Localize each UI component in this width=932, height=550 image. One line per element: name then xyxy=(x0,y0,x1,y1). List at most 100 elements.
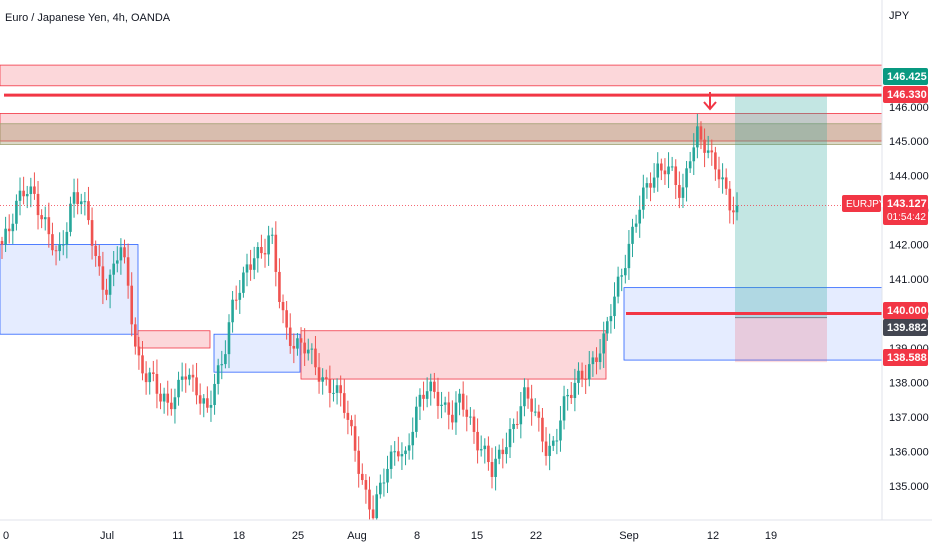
candle-body xyxy=(649,183,652,188)
supply-zone[interactable] xyxy=(137,330,211,349)
candle-body xyxy=(530,398,533,412)
time-axis-background[interactable] xyxy=(0,520,932,550)
price-tags: 146.425 146.330 EURJPY 143.127 01:54:42 140.0… xyxy=(842,68,928,366)
candle-body xyxy=(260,247,263,254)
candle xyxy=(530,384,533,426)
candle xyxy=(548,433,551,471)
candle-body xyxy=(234,299,238,301)
time-axis[interactable]: 0 Jul 11 18 25 Aug 8 15 22 Sep 12 19 xyxy=(3,530,777,542)
candle xyxy=(642,174,645,219)
time-tick-label: 15 xyxy=(471,530,483,542)
candle-body xyxy=(43,217,47,220)
candle xyxy=(490,447,494,489)
candle xyxy=(674,159,678,200)
candle-body xyxy=(11,223,15,232)
candle xyxy=(472,409,476,444)
candle xyxy=(515,411,519,429)
candle xyxy=(425,377,429,408)
candle-body xyxy=(501,449,505,455)
time-tick-label: 25 xyxy=(292,530,304,542)
candle xyxy=(191,364,195,392)
supply-zone[interactable] xyxy=(0,64,883,87)
candle xyxy=(105,278,108,301)
candle-body xyxy=(411,431,415,446)
candle xyxy=(224,340,227,369)
candle-body xyxy=(656,163,660,178)
candle-body xyxy=(620,275,624,277)
candle xyxy=(407,433,411,460)
candle-body xyxy=(306,349,310,354)
candle xyxy=(519,392,523,439)
candle-body xyxy=(58,244,61,252)
candle-body xyxy=(198,395,202,404)
candle-body xyxy=(681,187,685,198)
candle-body xyxy=(602,333,605,354)
candle xyxy=(58,232,61,261)
candle xyxy=(306,338,310,361)
candle-body xyxy=(429,381,433,392)
candle xyxy=(364,474,368,504)
candle xyxy=(310,343,314,365)
candle-body xyxy=(591,357,595,365)
candle xyxy=(274,221,278,287)
candle-body xyxy=(33,186,36,194)
demand-zone[interactable] xyxy=(623,287,883,361)
candle xyxy=(461,381,465,417)
time-tick-label: 19 xyxy=(765,530,777,542)
candle xyxy=(667,152,670,189)
candle-body xyxy=(47,217,51,235)
position-stop-area[interactable] xyxy=(735,317,827,363)
candle xyxy=(638,195,642,238)
candle xyxy=(130,272,134,337)
candle xyxy=(270,227,274,245)
candle xyxy=(346,400,350,435)
candle-body xyxy=(472,416,476,432)
demand-zone[interactable] xyxy=(0,244,139,335)
candle-body xyxy=(130,285,134,325)
candle xyxy=(213,373,216,415)
candle-body xyxy=(613,296,616,317)
time-tick-label: Jul xyxy=(100,530,114,542)
down-arrow-icon xyxy=(703,92,717,111)
candle-body xyxy=(634,223,638,227)
price-tag-value: EURJPY xyxy=(846,199,886,210)
candle xyxy=(292,333,296,364)
candle-body xyxy=(15,200,18,224)
candle xyxy=(692,133,696,176)
candle-body xyxy=(281,301,285,311)
candle-body xyxy=(245,264,249,273)
price-tag-background xyxy=(883,68,928,85)
price-tag-value: 139.882 xyxy=(887,322,927,334)
candle-body xyxy=(728,188,732,211)
candle xyxy=(710,139,714,166)
candle-body xyxy=(404,450,407,455)
time-tick-label: 12 xyxy=(707,530,719,542)
candle-body xyxy=(224,354,227,365)
candle xyxy=(360,463,364,485)
candle-body xyxy=(696,126,699,148)
candle-body xyxy=(328,379,332,393)
position-target-area[interactable] xyxy=(735,95,827,318)
candle xyxy=(605,316,609,341)
price-tag: 140.000 xyxy=(883,302,928,319)
candle xyxy=(180,362,184,392)
candle-body xyxy=(288,327,292,346)
supply-zone[interactable] xyxy=(300,330,607,380)
demand-zone[interactable] xyxy=(213,333,301,373)
candle-body xyxy=(350,419,353,427)
candle-body xyxy=(479,449,483,451)
candle-body xyxy=(526,387,530,399)
candle-body xyxy=(587,364,591,380)
price-tag-value: 140.000 xyxy=(887,305,927,317)
candle xyxy=(242,266,245,298)
candle-body xyxy=(548,445,551,456)
supply-zone[interactable] xyxy=(0,113,883,142)
candle-body xyxy=(335,385,339,393)
price-tag: EURJPY xyxy=(842,195,886,212)
candle xyxy=(148,367,152,395)
candle-body xyxy=(714,152,717,170)
position-tool[interactable] xyxy=(735,95,827,363)
